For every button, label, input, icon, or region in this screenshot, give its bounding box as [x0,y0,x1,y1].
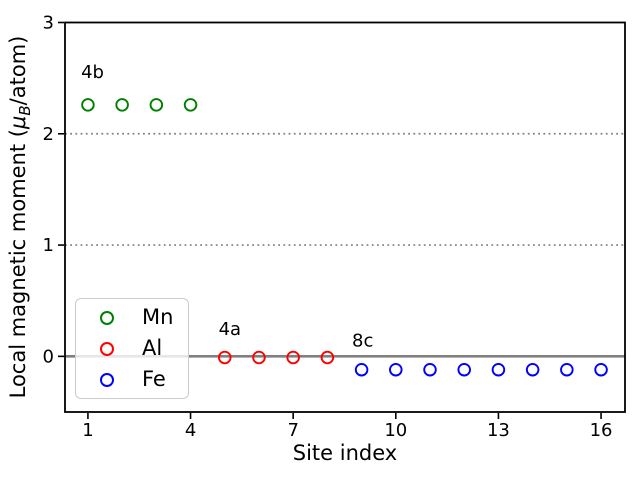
legend-label-fe: Fe [142,367,166,391]
data-point-mn [81,98,95,112]
legend-marker-al-icon [100,341,114,356]
legend: Mn Al Fe [75,298,189,399]
legend-label-mn: Mn [142,305,174,329]
legend-item-fe: Fe [76,369,188,390]
data-point-fe [423,362,437,377]
data-point-fe [491,362,506,377]
data-point-mn [115,98,129,112]
y-axis-label: Local magnetic moment (μB/atom) [6,22,34,412]
data-point-fe [457,362,471,377]
x-axis-label: Site index [292,441,398,465]
legend-item-mn: Mn [76,307,188,328]
annotation-8c: 8c [352,330,373,351]
mu-subscript: B [16,105,35,116]
legend-item-al: Al [76,338,188,359]
data-point-al [320,350,335,365]
x-tick-label: 4 [185,420,196,441]
x-tick-label: 13 [487,420,510,441]
y-tick-label: 2 [43,124,54,145]
x-tick-label: 10 [384,420,407,441]
data-point-fe [389,362,403,377]
data-point-fe [560,362,574,377]
y-axis-label-text: Local magnetic moment ( [6,129,30,399]
data-point-mn [183,98,198,112]
x-tick-label: 1 [82,420,93,441]
data-point-al [286,350,300,365]
data-point-mn [149,98,164,112]
data-point-al [218,350,232,365]
axes-frame [64,21,626,413]
annotation-4b: 4b [81,62,104,83]
legend-marker-fe-icon [100,372,114,387]
mu-symbol: μ [6,115,30,129]
data-point-fe [594,362,608,377]
legend-label-al: Al [142,336,163,360]
y-tick-label: 0 [43,346,54,367]
data-point-al [252,350,266,365]
data-point-fe [525,362,540,377]
y-tick-label: 1 [43,235,54,256]
data-point-fe [354,362,369,377]
x-tick-label: 7 [287,420,298,441]
y-axis-label-suffix: /atom) [6,35,30,106]
y-tick-label: 3 [43,13,54,34]
legend-marker-mn-icon [100,310,114,325]
x-tick-label: 16 [590,420,613,441]
annotation-4a: 4a [219,319,241,340]
